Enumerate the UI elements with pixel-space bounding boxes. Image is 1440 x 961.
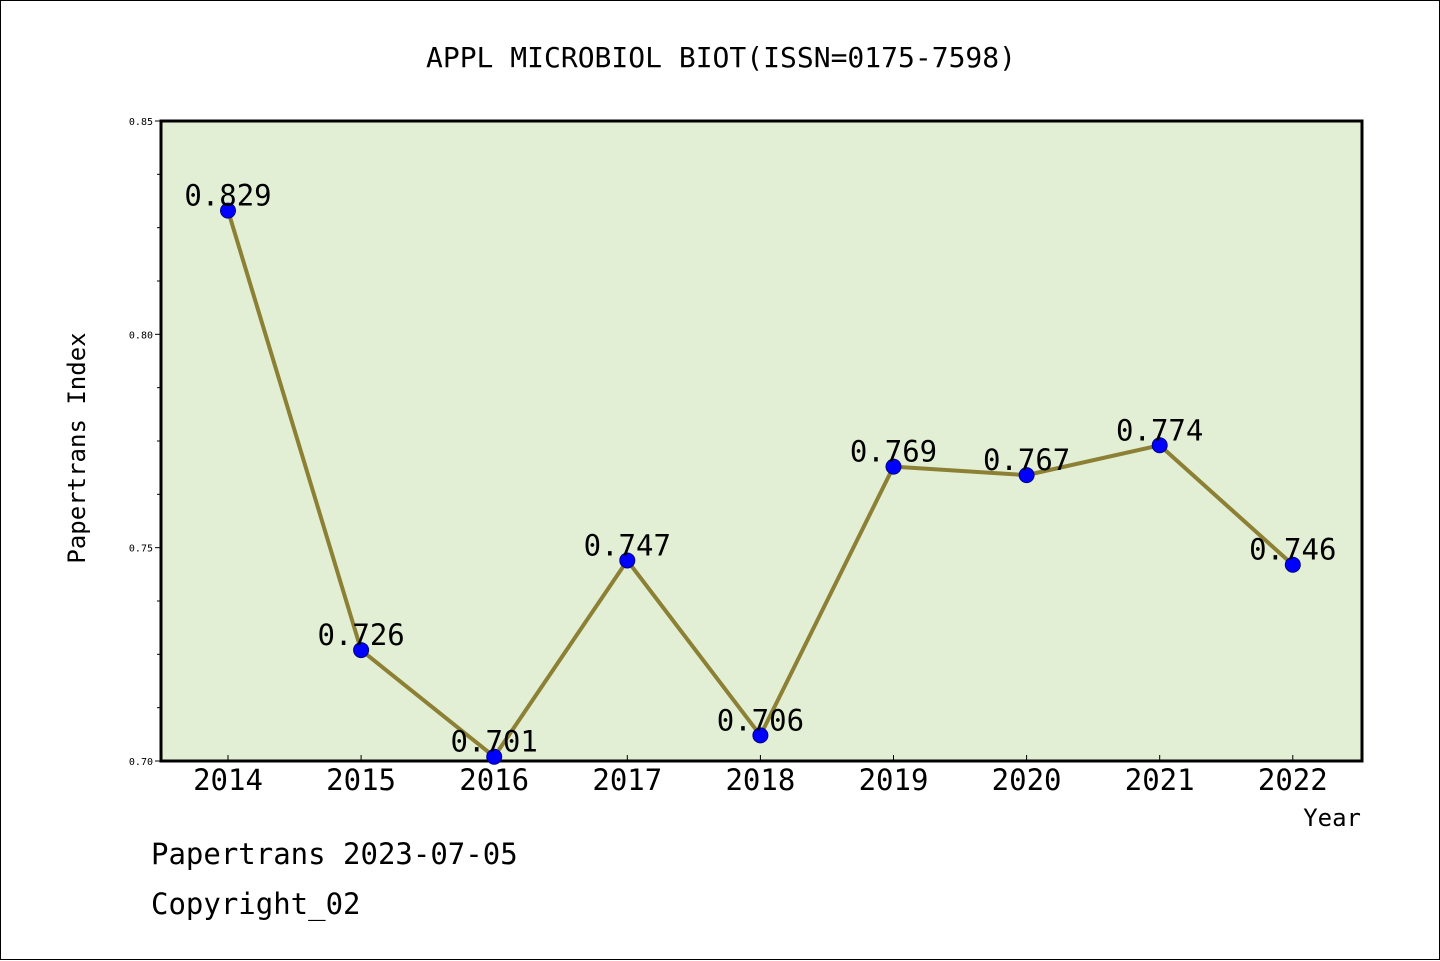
y-tick-label: 0.85	[129, 117, 153, 128]
x-tick-label: 2021	[1125, 763, 1195, 797]
y-tick-label: 0.80	[129, 330, 153, 341]
data-label: 0.746	[1249, 533, 1336, 567]
data-point-marker	[353, 642, 370, 659]
data-point-marker	[220, 202, 236, 219]
x-tick-label: 2020	[992, 763, 1062, 797]
data-point-marker	[752, 727, 769, 744]
data-label: 0.726	[317, 618, 404, 652]
data-label-group: 0.829 0.726 0.701 0.747 0.706 0.769 0.767 0.774…	[184, 179, 1336, 759]
x-tick-label: 2016	[459, 763, 529, 797]
footer-date-text: Papertrans 2023-07-05	[151, 837, 518, 871]
chart-title: APPL MICROBIOL BIOT(ISSN=0175-7598)	[426, 41, 1016, 74]
data-label: 0.774	[1116, 413, 1203, 447]
y-tick-label: 0.70	[129, 757, 153, 768]
data-label: 0.769	[850, 435, 937, 469]
y-tick-label: 0.75	[129, 544, 153, 555]
series-line-group	[220, 202, 1301, 765]
x-axis: 2014 2015 2016 2017 2018 2019 2020 2021 2022	[193, 755, 1328, 797]
data-point-marker	[486, 748, 503, 765]
data-point-marker	[1284, 556, 1301, 573]
data-label: 0.701	[451, 725, 538, 759]
data-point-marker	[885, 458, 902, 475]
data-label: 0.706	[717, 703, 804, 737]
data-point-marker	[1018, 467, 1035, 484]
data-point-marker	[1151, 437, 1168, 454]
x-tick-label: 2017	[592, 763, 662, 797]
y-axis-title: Papertrans Index	[63, 332, 91, 563]
data-point-marker	[619, 552, 636, 569]
data-label: 0.829	[184, 179, 271, 213]
y-axis: 0.70 0.75 0.80 0.85	[129, 117, 161, 768]
x-tick-label: 2019	[859, 763, 929, 797]
data-label: 0.767	[983, 443, 1070, 477]
data-label: 0.747	[584, 528, 671, 562]
x-tick-label: 2014	[193, 763, 263, 797]
x-tick-label: 2015	[326, 763, 396, 797]
x-tick-label: 2018	[725, 763, 795, 797]
x-axis-title: Year	[1303, 804, 1361, 832]
x-tick-label: 2022	[1258, 763, 1328, 797]
footer-copyright-text: Copyright_02	[151, 887, 361, 921]
